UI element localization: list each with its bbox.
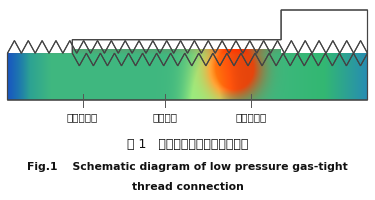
Text: 螺纹主密封: 螺纹主密封: [67, 112, 98, 122]
Text: 螺纹副密封: 螺纹副密封: [236, 112, 267, 122]
Bar: [281, 40, 368, 53]
Text: thread connection: thread connection: [132, 182, 243, 192]
Text: 图 1   低压气密封螺纹连接示意图: 图 1 低压气密封螺纹连接示意图: [127, 138, 248, 151]
Bar: [72, 10, 367, 49]
Bar: [8, 10, 72, 53]
Bar: [8, 100, 368, 200]
Bar: [8, 0, 368, 10]
Text: 螺纹过渡: 螺纹过渡: [153, 112, 177, 122]
Text: Fig.1    Schematic diagram of low pressure gas-tight: Fig.1 Schematic diagram of low pressure …: [27, 162, 348, 172]
